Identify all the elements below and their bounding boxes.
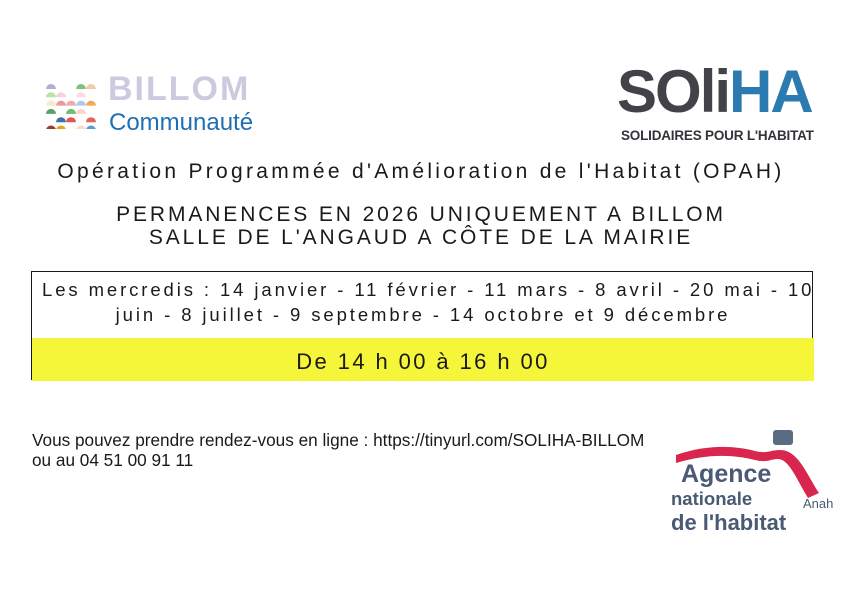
svg-text:Agence: Agence — [681, 460, 771, 488]
svg-text:Anah: Anah — [803, 496, 833, 511]
svg-text:nationale: nationale — [671, 488, 752, 509]
svg-text:de l'habitat: de l'habitat — [671, 510, 787, 535]
